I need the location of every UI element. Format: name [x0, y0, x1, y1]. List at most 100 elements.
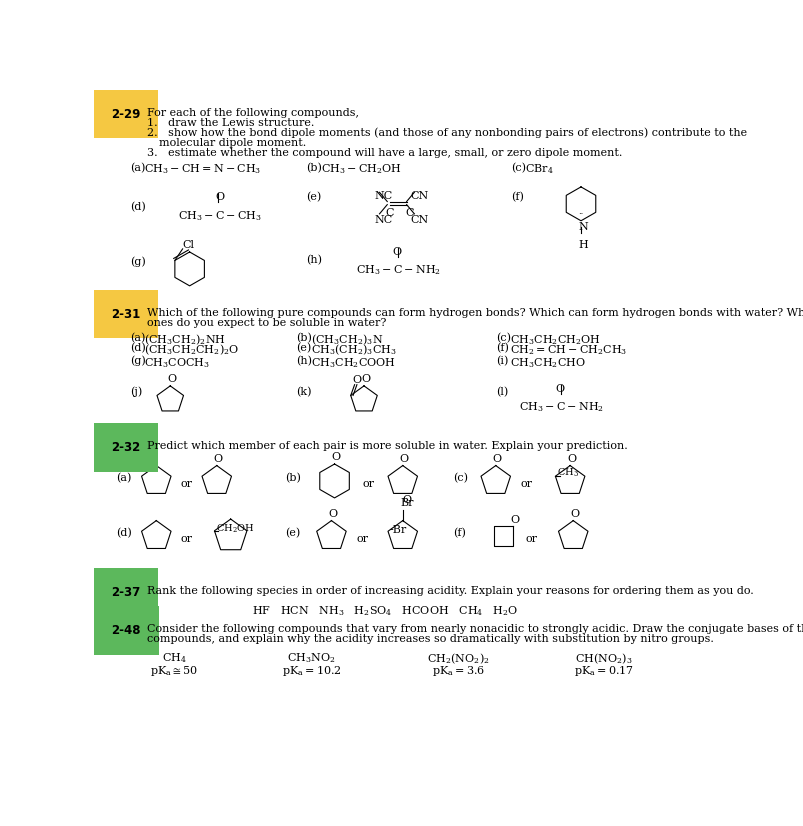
Text: CN: CN	[410, 216, 428, 225]
Text: molecular dipole moment.: molecular dipole moment.	[159, 138, 306, 148]
Text: $\mathregular{CBr_4}$: $\mathregular{CBr_4}$	[524, 163, 553, 177]
Text: (k): (k)	[296, 387, 312, 397]
Text: $\mathregular{CH_3CH_2CH_2OH}$: $\mathregular{CH_3CH_2CH_2OH}$	[509, 333, 600, 347]
Text: (h): (h)	[305, 255, 321, 265]
Text: (c): (c)	[495, 333, 510, 343]
Text: (b): (b)	[284, 473, 300, 483]
Text: For each of the following compounds,: For each of the following compounds,	[147, 107, 359, 117]
Text: O: O	[510, 515, 519, 525]
Text: 2-37: 2-37	[111, 586, 141, 599]
Text: $\mathregular{pK_a = 3.6}$: $\mathregular{pK_a = 3.6}$	[431, 664, 484, 678]
Text: or: or	[180, 479, 192, 490]
Text: (e): (e)	[296, 343, 312, 354]
Text: or: or	[356, 534, 368, 544]
Text: $\mathregular{(CH_3CH_2)_2NH}$: $\mathregular{(CH_3CH_2)_2NH}$	[144, 333, 226, 348]
Text: $\mathregular{CH_3-C-NH_2}$: $\mathregular{CH_3-C-NH_2}$	[519, 400, 603, 414]
Text: (f): (f)	[495, 343, 508, 354]
Text: (a): (a)	[130, 163, 145, 173]
Text: Predict which member of each pair is more soluble in water. Explain your predict: Predict which member of each pair is mor…	[147, 441, 627, 451]
Text: (d): (d)	[130, 343, 145, 354]
Text: (f): (f)	[511, 192, 524, 202]
Text: $\mathregular{CH_3NO_2}$: $\mathregular{CH_3NO_2}$	[287, 651, 335, 665]
Text: (l): (l)	[495, 387, 507, 397]
Text: $\mathregular{pK_a \cong 50}$: $\mathregular{pK_a \cong 50}$	[150, 664, 198, 678]
Text: $\mathregular{CH_3}$: $\mathregular{CH_3}$	[556, 467, 578, 479]
Text: $\mathregular{CH_2{=}CH-CH_2CH_3}$: $\mathregular{CH_2{=}CH-CH_2CH_3}$	[509, 343, 626, 357]
Text: $\mathregular{CH_3-C-CH_3}$: $\mathregular{CH_3-C-CH_3}$	[177, 209, 262, 223]
Text: C: C	[405, 207, 413, 218]
Text: $\mathregular{CH_2OH}$: $\mathregular{CH_2OH}$	[216, 522, 255, 534]
Text: -Br: -Br	[389, 525, 406, 534]
Text: (a): (a)	[116, 473, 131, 483]
Text: $\mathregular{pK_a = 10.2}$: $\mathregular{pK_a = 10.2}$	[281, 664, 340, 678]
Text: (g): (g)	[130, 356, 145, 367]
Text: or: or	[524, 534, 536, 544]
Text: O: O	[555, 384, 564, 394]
Text: $\mathregular{CH_3COCH_3}$: $\mathregular{CH_3COCH_3}$	[144, 356, 210, 370]
Text: 2-31: 2-31	[111, 308, 141, 320]
Text: Cl: Cl	[182, 240, 194, 249]
Text: 2-48: 2-48	[111, 624, 141, 637]
Text: 2-29: 2-29	[111, 107, 141, 121]
Text: O: O	[566, 454, 576, 464]
Text: $\mathregular{CH_3CH_2CHO}$: $\mathregular{CH_3CH_2CHO}$	[509, 356, 585, 370]
Text: (h): (h)	[296, 356, 312, 366]
Text: O: O	[214, 454, 222, 464]
Text: $\mathregular{pK_a = 0.17}$: $\mathregular{pK_a = 0.17}$	[573, 664, 634, 678]
Text: O: O	[399, 454, 408, 464]
Text: O: O	[352, 375, 361, 385]
Text: O: O	[167, 374, 176, 384]
Text: (e): (e)	[284, 529, 300, 539]
Text: CN: CN	[410, 191, 428, 201]
Text: 2-32: 2-32	[111, 441, 141, 454]
Text: O: O	[331, 453, 340, 463]
Text: $\mathregular{CH_3CH_2COOH}$: $\mathregular{CH_3CH_2COOH}$	[310, 356, 395, 370]
Text: (c): (c)	[453, 473, 467, 483]
Text: 3.   estimate whether the compound will have a large, small, or zero dipole mome: 3. estimate whether the compound will ha…	[147, 148, 622, 158]
Text: (c): (c)	[511, 163, 526, 173]
Text: O: O	[361, 374, 369, 384]
Text: 1.   draw the Lewis structure.: 1. draw the Lewis structure.	[147, 117, 314, 127]
Text: H: H	[578, 240, 588, 250]
Text: Which of the following pure compounds can form hydrogen bonds? Which can form hy: Which of the following pure compounds ca…	[147, 308, 803, 318]
Text: O: O	[492, 454, 501, 464]
Text: O: O	[402, 495, 411, 505]
Text: compounds, and explain why the acidity increases so dramatically with substituti: compounds, and explain why the acidity i…	[147, 634, 713, 644]
Text: (g): (g)	[130, 257, 145, 267]
Text: C: C	[385, 207, 393, 218]
Text: O: O	[392, 247, 402, 258]
Text: (b): (b)	[296, 333, 312, 343]
Text: $\mathregular{CH_2(NO_2)_2}$: $\mathregular{CH_2(NO_2)_2}$	[426, 651, 489, 666]
Text: or: or	[520, 479, 532, 490]
Text: $\mathregular{(CH_3CH_2CH_2)_2O}$: $\mathregular{(CH_3CH_2CH_2)_2O}$	[144, 343, 238, 358]
Text: or: or	[180, 534, 192, 544]
Text: O: O	[328, 509, 337, 519]
Text: Rank the following species in order of increasing acidity. Explain your reasons : Rank the following species in order of i…	[147, 586, 753, 596]
Text: (b): (b)	[305, 163, 321, 173]
Text: Consider the following compounds that vary from nearly nonacidic to strongly aci: Consider the following compounds that va…	[147, 624, 803, 634]
Text: ones do you expect to be soluble in water?: ones do you expect to be soluble in wate…	[147, 318, 386, 328]
Text: (f): (f)	[453, 529, 466, 539]
Text: (e): (e)	[305, 192, 320, 202]
Text: NC: NC	[373, 216, 392, 225]
Text: HF   HCN   $\mathregular{NH_3}$   $\mathregular{H_2SO_4}$   HCOOH   $\mathregula: HF HCN $\mathregular{NH_3}$ $\mathregula…	[251, 604, 517, 618]
Text: $\mathregular{CH_3-CH{=}N-CH_3}$: $\mathregular{CH_3-CH{=}N-CH_3}$	[144, 163, 261, 177]
Text: (d): (d)	[130, 202, 145, 211]
Text: O: O	[215, 192, 224, 202]
Text: $\mathregular{CH_3(CH_2)_3CH_3}$: $\mathregular{CH_3(CH_2)_3CH_3}$	[310, 343, 396, 358]
Text: or: or	[362, 479, 374, 490]
Text: (a): (a)	[130, 333, 145, 343]
Text: N: N	[578, 221, 588, 231]
Text: (d): (d)	[116, 529, 132, 539]
Text: $\mathregular{CH(NO_2)_3}$: $\mathregular{CH(NO_2)_3}$	[575, 651, 632, 666]
Text: $\mathregular{CH_3-C-NH_2}$: $\mathregular{CH_3-C-NH_2}$	[356, 263, 441, 277]
Text: (j): (j)	[130, 387, 142, 397]
Text: ··: ··	[578, 210, 583, 218]
Text: $\mathregular{CH_4}$: $\mathregular{CH_4}$	[161, 651, 186, 665]
Text: NC: NC	[373, 191, 392, 201]
Text: $\mathregular{(CH_3CH_2)_3N}$: $\mathregular{(CH_3CH_2)_3N}$	[310, 333, 382, 348]
Text: Br: Br	[400, 498, 414, 508]
Text: 2.   show how the bond dipole moments (and those of any nonbonding pairs of elec: 2. show how the bond dipole moments (and…	[147, 127, 746, 138]
Text: $\mathregular{CH_3-CH_2OH}$: $\mathregular{CH_3-CH_2OH}$	[320, 163, 402, 177]
Text: (i): (i)	[495, 356, 507, 366]
